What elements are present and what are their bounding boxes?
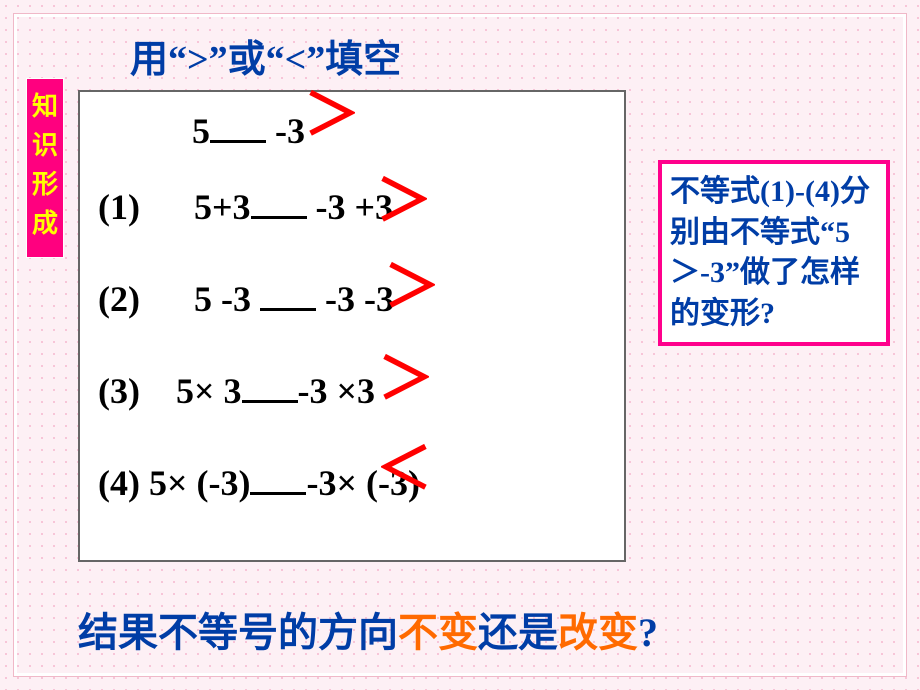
eq-right: -3 ×3 [298,371,376,411]
eq-left: 5+3 [194,187,251,227]
eq-label: (4) [98,463,140,503]
eq-label: (1) [98,187,140,227]
answer-1: ＞ [376,174,432,230]
side-label: 知 识 形 成 [26,78,64,258]
note-box: 不等式(1)-(4)分别由不等式“5＞-3”做了怎样的变形? [658,160,890,346]
answer-4: ＜ [376,442,432,498]
blank [250,492,306,495]
answer-0: ＞ [304,88,360,144]
equation-row-4: (4) 5× (-3)-3× (-3) [98,462,606,554]
bottom-hl2: 改变 [558,610,638,655]
main-content-box: 5 -3 (1) 5+3 -3 +3 (2) 5 -3 -3 -3 (3) 5×… [78,90,626,562]
slide-title: 用“>”或“<”填空 [130,28,401,83]
eq-left: 5× 3 [176,371,242,411]
equation-row-3: (3) 5× 3 -3 ×3 [98,370,606,462]
bottom-suffix: ? [638,610,658,655]
bottom-question: 结果不等号的方向不变还是改变? [78,600,658,658]
side-label-char: 识 [27,126,63,165]
eq-left: 5× (-3) [149,463,250,503]
side-label-char: 知 [27,87,63,126]
bottom-mid: 还是 [478,610,558,655]
answer-2: ＞ [384,260,440,316]
eq-label: (2) [98,279,140,319]
bottom-prefix: 结果不等号的方向 [78,610,398,655]
eq-right: -3 -3 [316,279,394,319]
blank [251,216,307,219]
blank [242,400,298,403]
equation-row-2: (2) 5 -3 -3 -3 [98,278,606,370]
side-label-char: 成 [27,204,63,243]
blank [210,140,266,143]
eq-left: 5 -3 [194,279,260,319]
bottom-hl1: 不变 [398,610,478,655]
answer-3: ＞ [378,352,434,408]
equation-row-1: (1) 5+3 -3 +3 [98,186,606,278]
eq-right: -3 [266,111,305,151]
eq-left: 5 [192,111,210,151]
blank [260,308,316,311]
eq-label: (3) [98,371,140,411]
side-label-char: 形 [27,165,63,204]
